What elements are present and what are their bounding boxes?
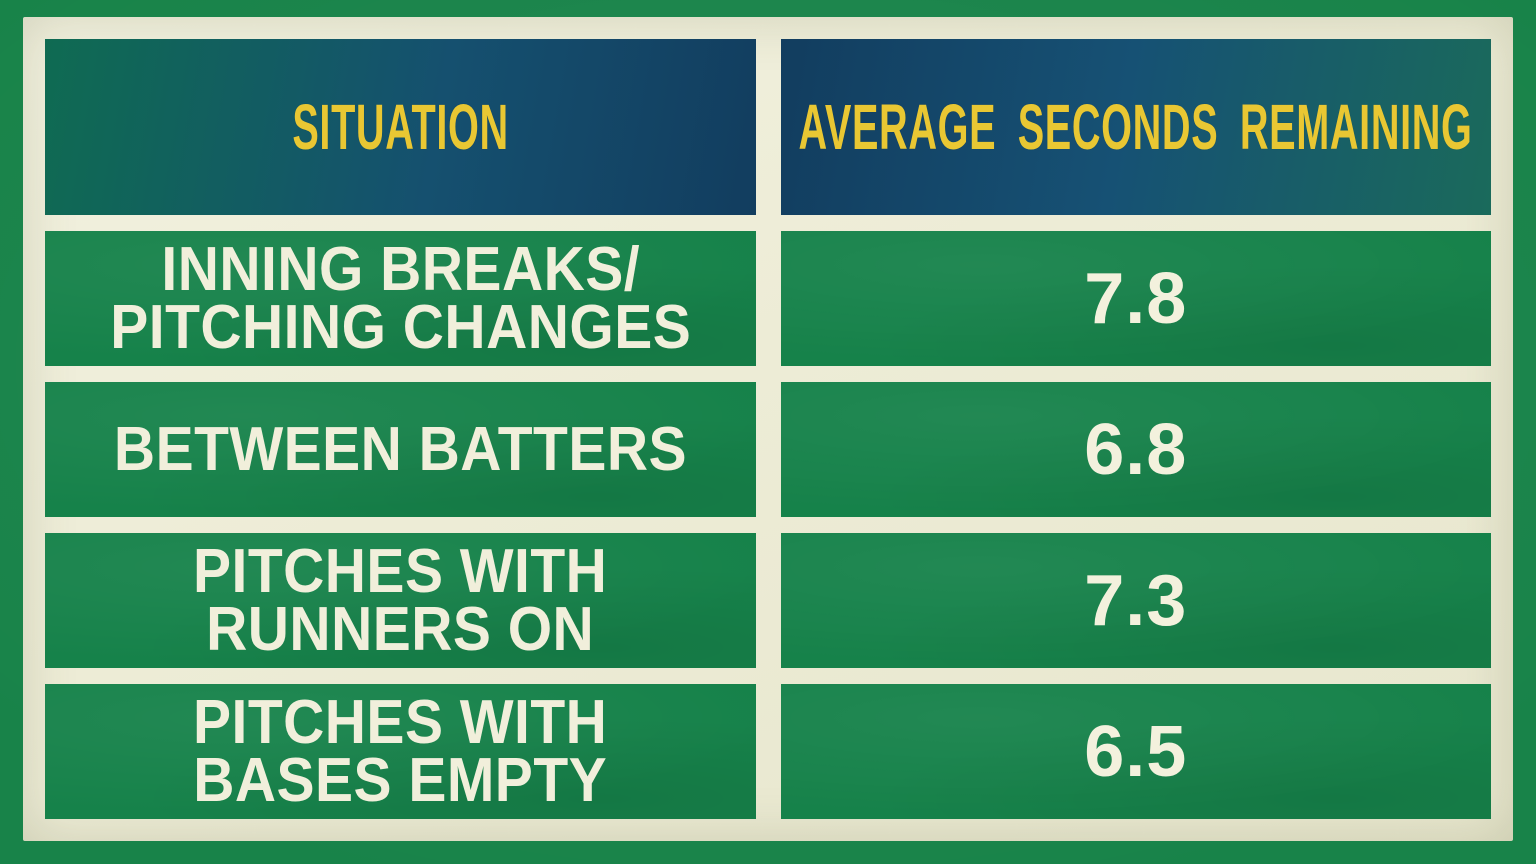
situation-label: PITCHES WITH RUNNERS ON bbox=[193, 536, 608, 664]
table-row-1-situation-cell: INNING BREAKS/ PITCHING CHANGES bbox=[45, 231, 756, 366]
situation-line-1: PITCHES WITH bbox=[193, 687, 608, 757]
situation-line-2: PITCHING CHANGES bbox=[109, 292, 691, 362]
situation-line-1: BETWEEN BATTERS bbox=[113, 414, 687, 484]
seconds-remaining-value: 7.8 bbox=[1084, 258, 1188, 339]
seconds-remaining-value: 7.3 bbox=[1084, 560, 1188, 641]
table-row-2-situation-cell: BETWEEN BATTERS bbox=[45, 382, 756, 517]
pace-of-play-table: SITUATION AVERAGE SECONDS REMAINING INNI… bbox=[45, 39, 1491, 819]
column-header-situation: SITUATION bbox=[45, 39, 756, 215]
table-row-1-value-cell: 7.8 bbox=[780, 231, 1491, 366]
situation-line-1: PITCHES WITH bbox=[193, 536, 608, 606]
situation-label: PITCHES WITH BASES EMPTY bbox=[193, 687, 608, 815]
table-row-3-value-cell: 7.3 bbox=[780, 533, 1491, 668]
table-frame: SITUATION AVERAGE SECONDS REMAINING INNI… bbox=[23, 17, 1513, 841]
seconds-remaining-value: 6.5 bbox=[1084, 711, 1188, 792]
situation-line-2: BASES EMPTY bbox=[193, 745, 608, 815]
table-row-4-value-cell: 6.5 bbox=[780, 684, 1491, 819]
situation-line-1: INNING BREAKS/ bbox=[160, 234, 640, 304]
column-header-average-seconds-remaining: AVERAGE SECONDS REMAINING bbox=[780, 39, 1491, 215]
table-row-3-situation-cell: PITCHES WITH RUNNERS ON bbox=[45, 533, 756, 668]
situation-label: BETWEEN BATTERS bbox=[113, 414, 687, 484]
column-header-situation-label: SITUATION bbox=[292, 91, 509, 163]
column-header-average-seconds-remaining-label: AVERAGE SECONDS REMAINING bbox=[798, 91, 1473, 163]
table-row-2-value-cell: 6.8 bbox=[780, 382, 1491, 517]
seconds-remaining-value: 6.8 bbox=[1084, 409, 1188, 490]
situation-label: INNING BREAKS/ PITCHING CHANGES bbox=[109, 234, 691, 362]
situation-line-2: RUNNERS ON bbox=[206, 594, 595, 664]
table-row-4-situation-cell: PITCHES WITH BASES EMPTY bbox=[45, 684, 756, 819]
